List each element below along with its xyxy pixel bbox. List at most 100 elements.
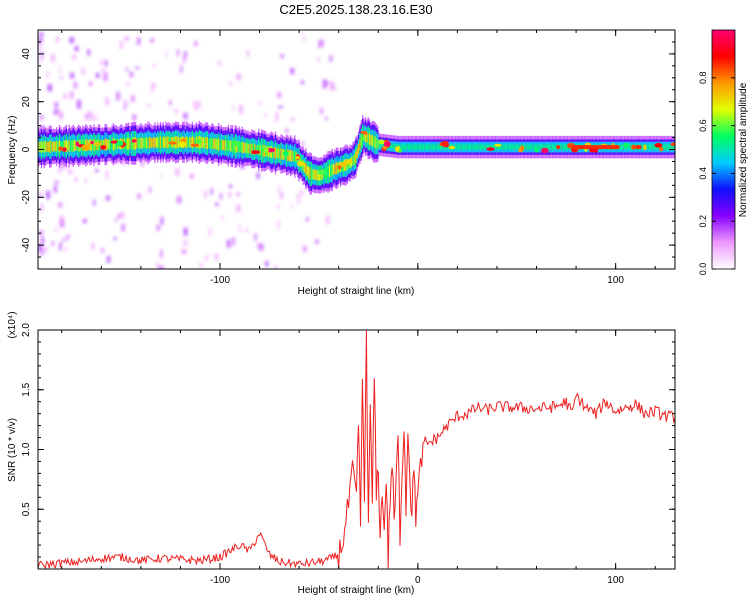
noise-speck [280, 54, 284, 59]
ridge-slice [399, 144, 401, 150]
noise-speck [89, 112, 94, 121]
ridge-slice [378, 142, 380, 148]
ridge-slice [625, 144, 627, 150]
noise-speck [113, 236, 117, 241]
noise-speck [101, 68, 107, 73]
ridge-slice [308, 166, 310, 178]
noise-speck [295, 194, 301, 200]
ridge-slice [619, 144, 621, 150]
ridge-slice [526, 144, 529, 150]
ridge-slice [260, 144, 263, 157]
noise-speck [66, 234, 71, 238]
ridge-slice [368, 133, 371, 145]
ridge-slice [274, 146, 277, 160]
noise-speck [182, 240, 188, 246]
noise-speck [231, 237, 236, 246]
ridge-slice [532, 144, 534, 150]
noise-speck [68, 169, 73, 176]
noise-speck [38, 192, 43, 197]
noise-speck [91, 242, 95, 250]
strong-band [572, 145, 620, 150]
noise-speck [62, 237, 65, 242]
ridge-slice [404, 144, 407, 150]
ridge-slice [500, 144, 502, 150]
noise-speck [290, 204, 293, 209]
ridge-slice [191, 136, 194, 149]
noise-speck [277, 91, 282, 98]
ridge-slice [364, 131, 367, 143]
hotspot [264, 147, 269, 154]
ridge-slice [400, 144, 403, 150]
ridge-slice [483, 144, 486, 150]
ridge-slice [428, 144, 430, 150]
ridge-slice [152, 137, 155, 148]
ridge-slice [256, 145, 259, 155]
noise-speck [95, 169, 99, 173]
ridge-slice [482, 144, 484, 150]
ridge-slice [472, 144, 475, 150]
noise-speck [69, 90, 74, 100]
y-tick-label: -20 [21, 190, 32, 205]
ridge-slice [515, 144, 518, 150]
noise-speck [228, 81, 233, 86]
hotspot [75, 141, 80, 147]
snr-y-ticks: 0.5 1.0 1.5 2.0 [21, 323, 675, 570]
noise-speck [264, 113, 268, 117]
ridge-slice [493, 144, 495, 150]
ridge-slice [39, 142, 41, 152]
noise-speck [40, 236, 44, 245]
y-tick-label: 20 [21, 96, 32, 108]
ridge-slice [360, 134, 362, 147]
hotspot [251, 150, 261, 155]
ridge-slice [252, 143, 254, 155]
ridge-slice [133, 137, 135, 150]
hotspot [360, 136, 366, 141]
ridge-slice [392, 143, 394, 150]
noise-speck [54, 227, 59, 233]
ridge-slice [504, 144, 506, 150]
ridge-slice [165, 136, 167, 149]
ridge-slice [503, 144, 505, 150]
noise-speck [173, 108, 179, 115]
ridge-slice [454, 144, 457, 150]
noise-speck [329, 81, 334, 91]
colorbar: 0.0 0.2 0.4 0.6 0.8 Normalized spectral ampl… [698, 29, 749, 275]
noise-speck [74, 46, 79, 52]
ridge-slice [314, 169, 317, 180]
ridge-slice [411, 144, 414, 150]
hotspot [296, 161, 305, 167]
noise-speck [317, 57, 320, 62]
ridge-slice [464, 144, 466, 150]
hotspot [90, 140, 94, 145]
ridge-slice [208, 138, 210, 149]
ridge-slice [544, 144, 547, 150]
noise-speck [277, 220, 280, 230]
ridge-slice [277, 148, 279, 159]
spectrogram-hotspots [58, 130, 675, 175]
ridge-slice [533, 144, 536, 150]
noise-speck [56, 107, 60, 115]
ridge-slice [670, 144, 673, 150]
noise-speck [123, 105, 126, 111]
hotspot [282, 151, 289, 156]
ridge-slice [409, 144, 411, 150]
noise-speck [228, 192, 232, 198]
hotspot [190, 143, 199, 147]
snr-multiplier: (x10⁴) [7, 311, 18, 338]
noise-speck [123, 98, 127, 105]
ridge-slice [276, 147, 278, 159]
ridge-slice [273, 147, 275, 158]
ridge-slice [465, 144, 468, 150]
ridge-slice [461, 144, 464, 150]
ridge-slice [510, 144, 512, 150]
ridge-slice [497, 144, 500, 150]
ridge-slice [355, 151, 357, 164]
ridge-slice [424, 144, 426, 150]
noise-speck [210, 188, 213, 195]
ridge-slice [422, 144, 425, 150]
noise-speck [157, 266, 163, 269]
noise-speck [38, 49, 42, 54]
noise-speck [87, 53, 90, 57]
noise-speck [217, 61, 222, 65]
